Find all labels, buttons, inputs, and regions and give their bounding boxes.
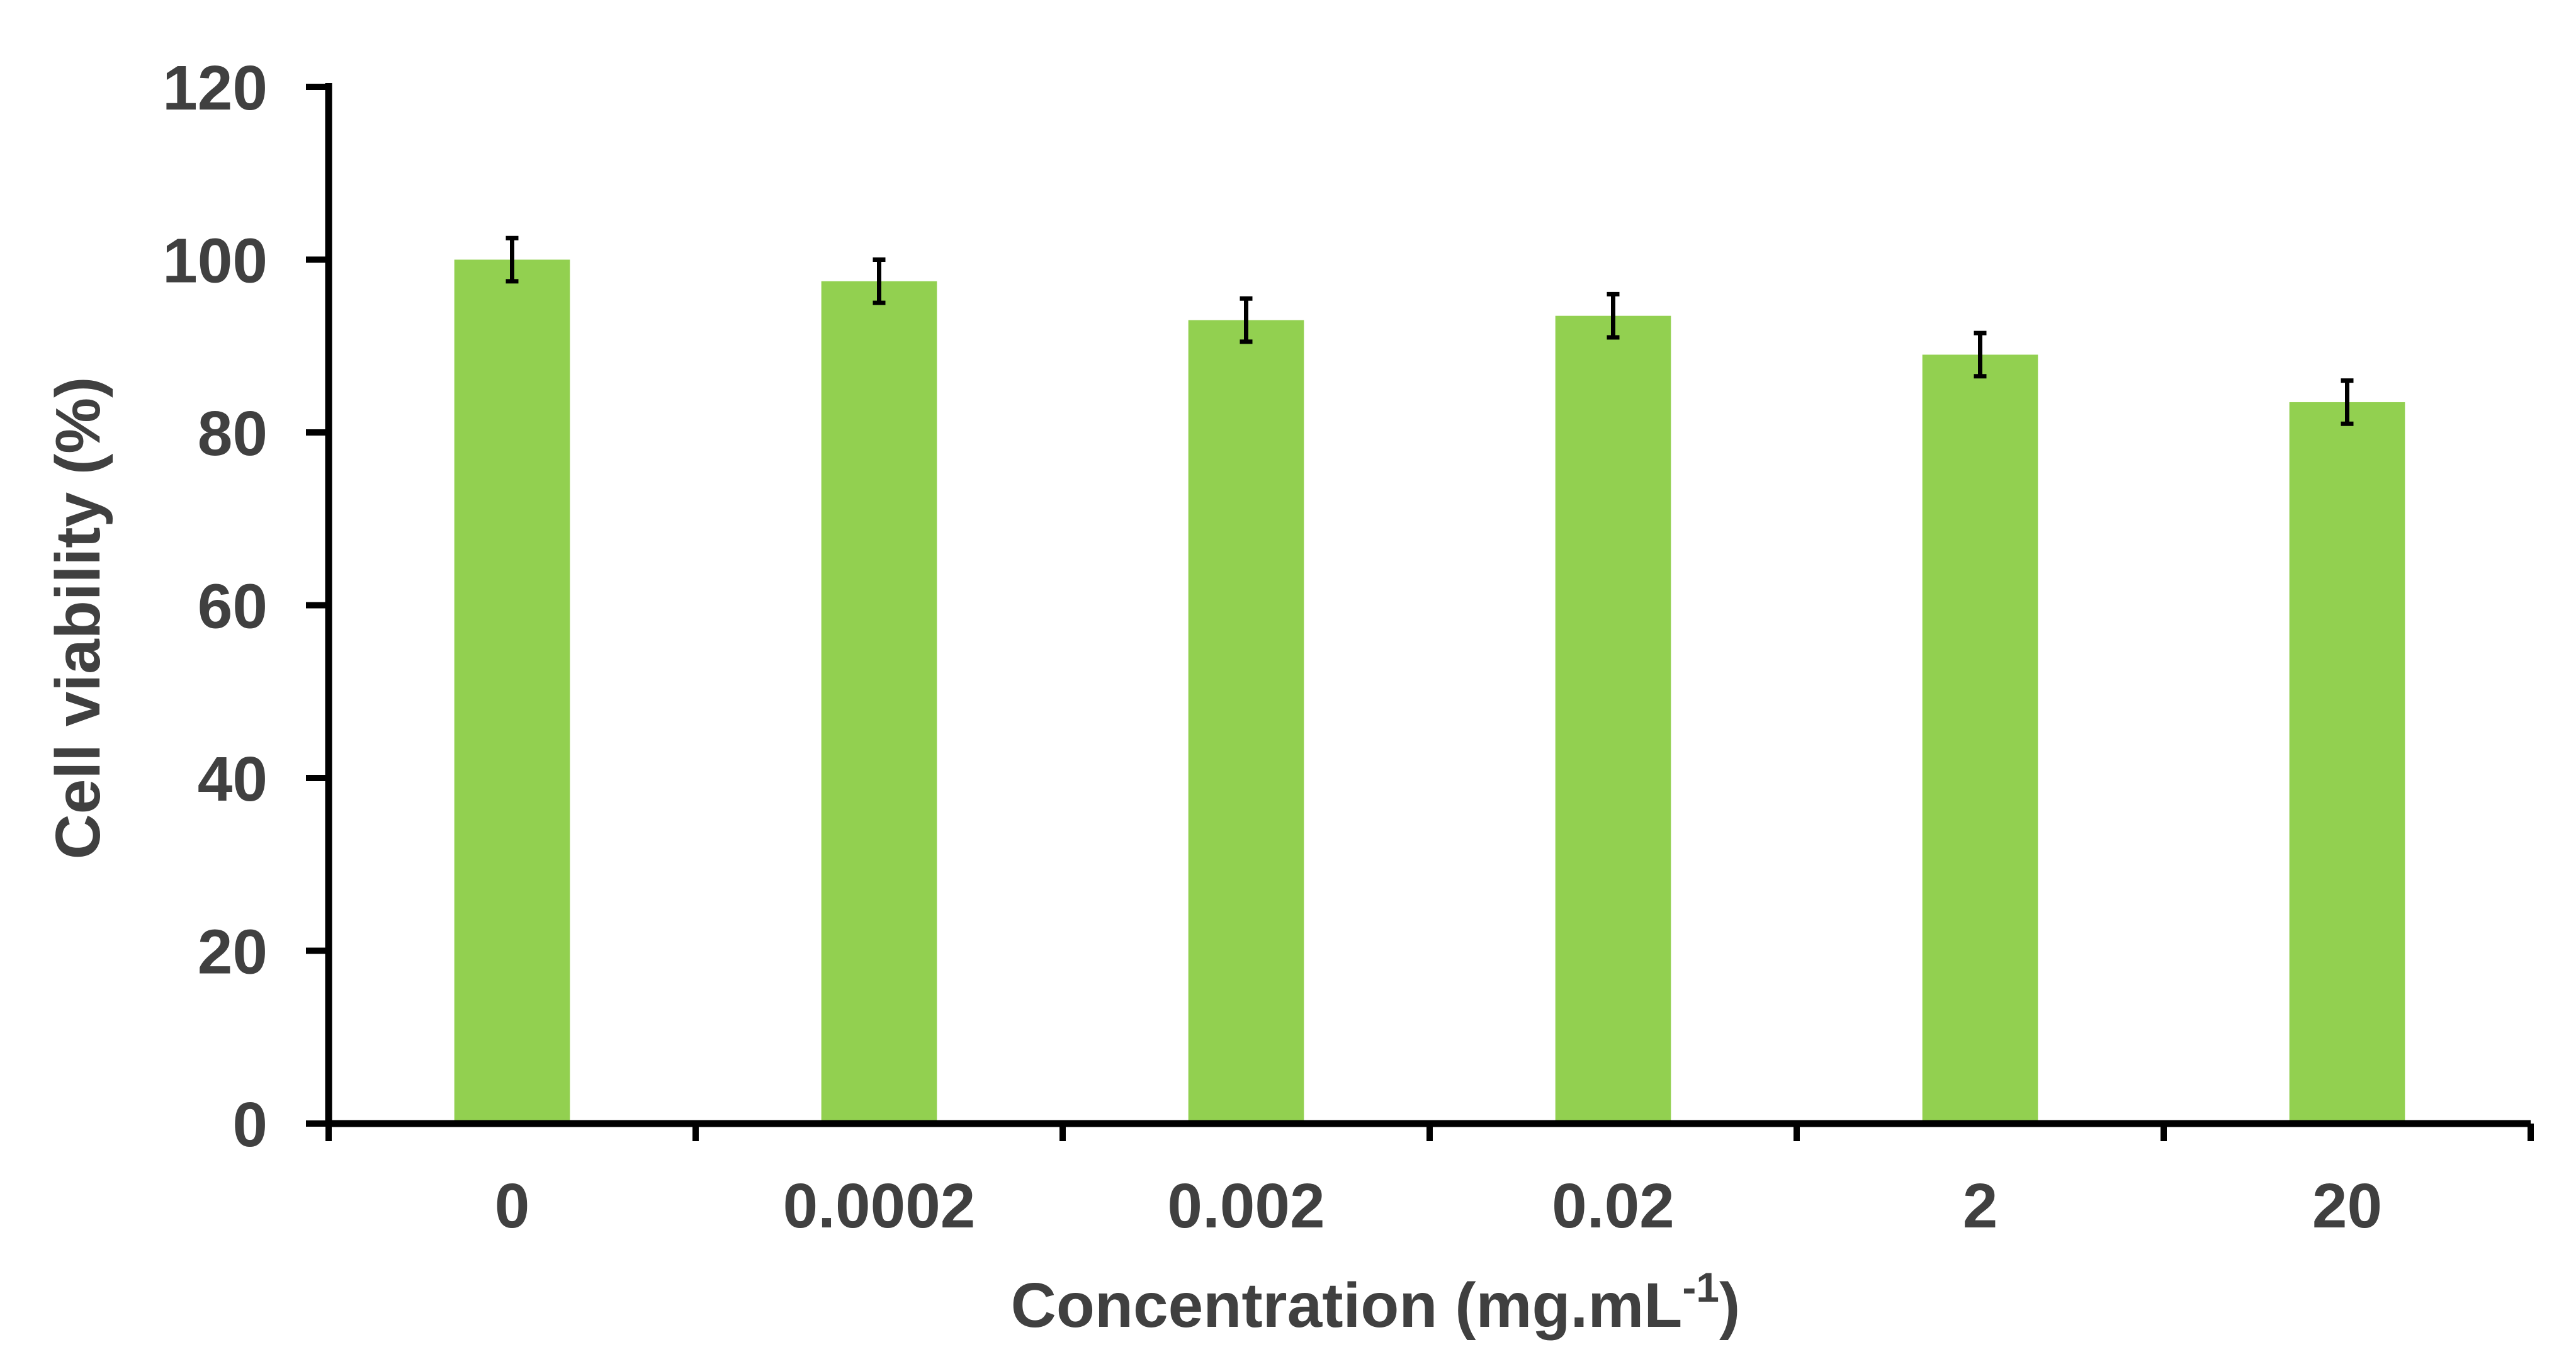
x-tick-label: 20 [2312,1171,2382,1241]
y-tick-label: 0 [232,1090,268,1160]
bar [1188,320,1304,1124]
y-tick-label: 120 [162,53,268,123]
axes-layer [325,83,2531,1127]
x-tick-label: 0 [495,1171,530,1241]
y-tick-label: 80 [198,398,268,469]
x-axis-title-superscript: -1 [1682,1264,1719,1310]
x-tick-label: 0.02 [1552,1171,1675,1241]
tick-labels-layer: 0 0.0002 0.002 0.02 2 20 0 20 40 60 80 100 120 [162,53,2382,1241]
y-tick-label: 40 [198,744,268,814]
bar [1922,354,2038,1124]
x-tick-label: 0.002 [1167,1171,1325,1241]
error-bars-layer [506,235,2354,426]
x-axis-title: Concentration (mg.mL-1) [1011,1264,1741,1341]
y-tick-label: 20 [198,917,268,988]
bars-layer [454,259,2405,1124]
x-axis-title-suffix: ) [1719,1270,1740,1341]
y-tick-label: 100 [162,226,268,296]
y-axis-title: Cell viability (%) [43,377,113,860]
x-axis-title-main: Concentration (mg.mL [1011,1270,1683,1341]
x-tick-label: 2 [1963,1171,1998,1241]
bar [1555,315,1671,1124]
bar [2289,402,2405,1124]
y-tick-label: 60 [198,572,268,642]
ticks-layer [306,84,2534,1141]
bar [454,259,570,1124]
bar [821,281,937,1124]
x-tick-label: 0.0002 [783,1171,976,1241]
